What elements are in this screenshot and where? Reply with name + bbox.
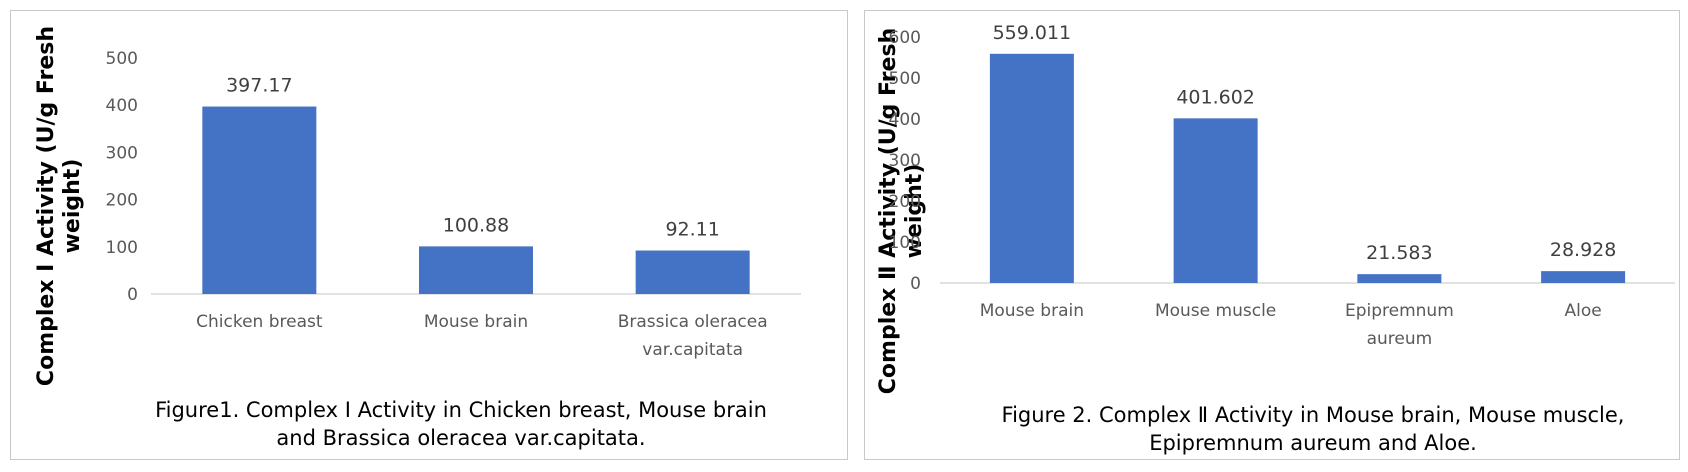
y-axis-title: Complex Ⅱ Activity (U/g Fresh weight)	[876, 28, 927, 394]
bar	[419, 246, 533, 294]
x-tick-label: Epipremnum aureum	[1345, 301, 1454, 349]
bar	[1173, 118, 1258, 284]
x-tick-label-line: aureum	[1367, 329, 1433, 349]
y-tick-label: 100	[889, 233, 921, 253]
data-label: 397.17	[226, 75, 292, 97]
bar	[1357, 274, 1442, 283]
bars	[989, 53, 1626, 284]
data-labels: 397.17 100.88 92.11	[226, 75, 720, 241]
x-tick-label-line: var.capitata	[642, 340, 743, 360]
x-tick-label-line: Aloe	[1565, 301, 1602, 321]
y-tick-label: 0	[127, 285, 138, 305]
data-label: 100.88	[443, 214, 509, 236]
data-label: 559.011	[993, 22, 1072, 44]
bars	[202, 106, 750, 294]
complex-1-bar-chart: Complex I Activity (U/g Fresh weight) 0 1…	[34, 26, 801, 386]
data-label: 28.928	[1550, 239, 1616, 261]
x-tick-label: Mouse muscle	[1155, 301, 1276, 321]
y-tick-label: 0	[910, 274, 921, 294]
y-tick-label: 400	[889, 110, 921, 130]
y-axis-title: Complex I Activity (U/g Fresh weight)	[34, 26, 85, 386]
y-axis-title-line-2: weight)	[902, 164, 927, 259]
y-tick-label: 400	[106, 96, 138, 116]
complex-2-bar-chart: Complex Ⅱ Activity (U/g Fresh weight) 0 1…	[876, 22, 1675, 394]
x-tick-label-line: Mouse muscle	[1155, 301, 1276, 321]
y-axis-title-line-2: weight)	[60, 159, 85, 254]
y-tick-label: 500	[106, 49, 138, 69]
figure-caption: Figure 2. Complex Ⅱ Activity in Mouse br…	[945, 401, 1681, 457]
x-tick-label: Mouse brain	[980, 301, 1084, 321]
bar	[989, 53, 1074, 284]
x-tick-label-line: Epipremnum	[1345, 301, 1454, 321]
y-tick-labels: 0 100 200 300 400 500	[106, 49, 138, 305]
x-tick-label: Chicken breast	[196, 312, 323, 332]
bar	[1541, 271, 1626, 283]
y-tick-label: 100	[106, 238, 138, 258]
data-label: 21.583	[1366, 242, 1432, 264]
chart-panel-2: Complex Ⅱ Activity (U/g Fresh weight) 0 1…	[864, 10, 1680, 460]
bar	[202, 106, 317, 294]
y-tick-labels: 0 100 200 300 400 500 600	[889, 28, 921, 294]
x-tick-label: Mouse brain	[424, 312, 528, 332]
data-label: 92.11	[665, 219, 719, 241]
x-tick-label-line: Mouse brain	[424, 312, 528, 332]
x-tick-labels: Mouse brain Mouse muscle Epipremnum aureum A…	[980, 301, 1602, 349]
x-tick-label-line: Mouse brain	[980, 301, 1084, 321]
y-axis-title-line-1: Complex Ⅱ Activity (U/g Fresh	[876, 28, 901, 394]
caption-line-1: Figure1. Complex I Activity in Chicken b…	[155, 398, 767, 422]
y-tick-label: 200	[106, 191, 138, 211]
y-tick-label: 300	[106, 143, 138, 163]
data-labels: 559.011 401.602 21.583 28.928	[993, 22, 1617, 264]
y-tick-label: 600	[889, 28, 921, 48]
bar	[635, 250, 750, 294]
chart-panel-1: Complex I Activity (U/g Fresh weight) 0 1…	[10, 10, 848, 460]
data-label: 401.602	[1176, 86, 1255, 108]
x-tick-label-line: Chicken breast	[196, 312, 323, 332]
y-tick-label: 200	[889, 192, 921, 212]
caption-line-2: and Brassica oleracea var.capitata.	[276, 426, 646, 450]
x-tick-label-line: Brassica oleracea	[618, 312, 768, 332]
figure-caption: Figure1. Complex I Activity in Chicken b…	[101, 396, 821, 452]
x-tick-label: Aloe	[1565, 301, 1602, 321]
y-tick-label: 500	[889, 69, 921, 89]
y-tick-label: 300	[889, 151, 921, 171]
caption-line-2: Epipremnum aureum and Aloe.	[1149, 431, 1477, 455]
x-tick-label: Brassica oleracea var.capitata	[618, 312, 768, 360]
x-tick-labels: Chicken breast Mouse brain Brassica olerac…	[196, 312, 767, 360]
caption-line-1: Figure 2. Complex Ⅱ Activity in Mouse br…	[1001, 403, 1625, 427]
y-axis-title-line-1: Complex I Activity (U/g Fresh	[34, 26, 59, 386]
